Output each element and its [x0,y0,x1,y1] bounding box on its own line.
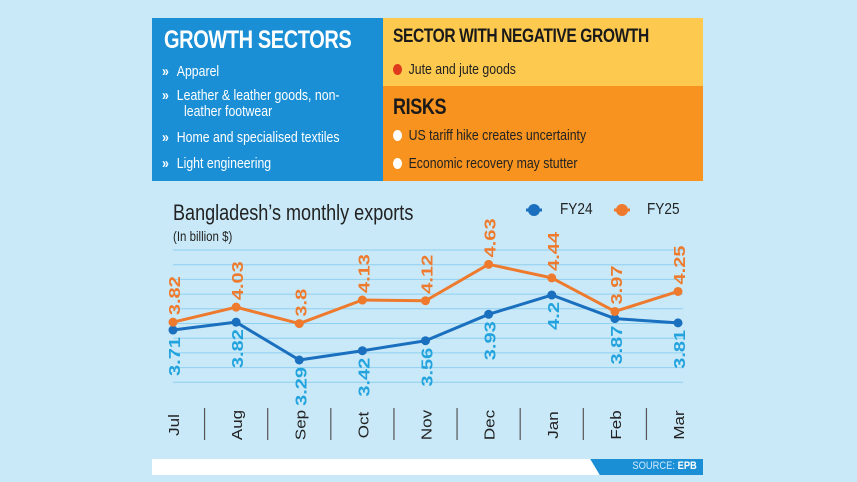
data-point [547,290,557,300]
data-label: 3.42 [355,358,373,397]
data-point [547,273,557,283]
risk-arrow-icon [393,158,403,169]
data-label: 4.63 [481,218,499,257]
negative-growth-title: SECTOR WITH NEGATIVE GROWTH [393,26,649,47]
list-item: US tariff hike creates uncertainty [393,128,586,144]
chevron-right-icon: » [162,63,169,80]
data-point [673,286,683,296]
data-point [357,295,367,305]
data-label: 3.82 [166,276,184,315]
info-panel: GROWTH SECTORS » Apparel » Leather & leath… [152,18,703,181]
risks-panel: RISKS US tariff hike creates uncertainty… [383,86,703,181]
list-item: » Apparel [162,63,220,80]
data-label: 3.82 [229,329,247,368]
data-label: 3.97 [608,266,626,305]
growth-sectors-panel: GROWTH SECTORS » Apparel » Leather & leath… [152,18,383,181]
legend-fy25-label: FY25 [647,201,680,218]
data-label: 4.44 [545,232,563,271]
negative-growth-panel: SECTOR WITH NEGATIVE GROWTH Jute and jut… [383,18,703,86]
data-label: 3.8 [292,289,310,317]
data-point [357,346,367,356]
list-item: » Leather & leather goods, non- [162,87,340,104]
data-point [421,296,430,306]
legend-fy24-label: FY24 [560,201,593,218]
chevron-right-icon: » [162,87,169,104]
list-item: Economic recovery may stutter [393,156,577,172]
list-item: » Home and specialised textiles [162,129,340,146]
down-arrow-icon [393,64,403,75]
x-tick-label: Feb [609,410,625,440]
data-point [484,259,494,269]
data-label: 3.56 [418,348,436,387]
data-label: 3.87 [608,326,626,365]
list-item: Jute and jute goods [393,62,516,78]
x-tick-label: Sep [293,410,309,440]
data-point [484,309,494,319]
legend-fy24-marker [526,204,542,216]
growth-sectors-title: GROWTH SECTORS [164,26,352,54]
x-tick-label: Aug [230,410,246,440]
data-point [421,336,430,346]
x-tick-label: Oct [356,411,372,438]
data-point [294,319,304,329]
x-tick-label: Dec [483,410,499,440]
chart-subtitle: (In billion $) [173,228,233,244]
x-tick-label: Mar [672,410,688,439]
source-bar: SOURCE: EPB [152,459,703,475]
data-label: 3.93 [481,321,499,360]
risks-title: RISKS [393,94,447,119]
data-point [294,355,304,365]
data-label: 3.81 [671,330,689,369]
legend-fy25-marker [614,204,630,216]
data-label: 4.2 [545,302,563,330]
data-label: 4.03 [229,261,247,300]
data-label: 4.13 [355,254,373,293]
x-tick-label: Nov [420,410,436,440]
list-item: » Light engineering [162,155,272,172]
data-label: 4.12 [418,255,436,294]
x-tick-label: Jul [167,414,183,436]
data-point [231,302,241,312]
data-point [168,317,178,327]
chevron-right-icon: » [162,155,169,172]
chart-title: Bangladesh’s monthly exports [173,200,414,225]
x-tick-label: Jan [546,411,562,438]
data-point [673,318,683,328]
data-point [610,314,620,324]
data-point [610,306,620,316]
list-item-continued: leather footwear [184,103,273,120]
risk-arrow-icon [393,130,403,141]
data-point [168,325,178,335]
source-text: SOURCE: EPB [632,460,697,472]
data-label: 3.71 [166,337,184,376]
data-label: 3.29 [292,367,310,406]
chevron-right-icon: » [162,129,169,146]
data-label: 4.25 [671,246,689,285]
data-point [231,317,241,327]
